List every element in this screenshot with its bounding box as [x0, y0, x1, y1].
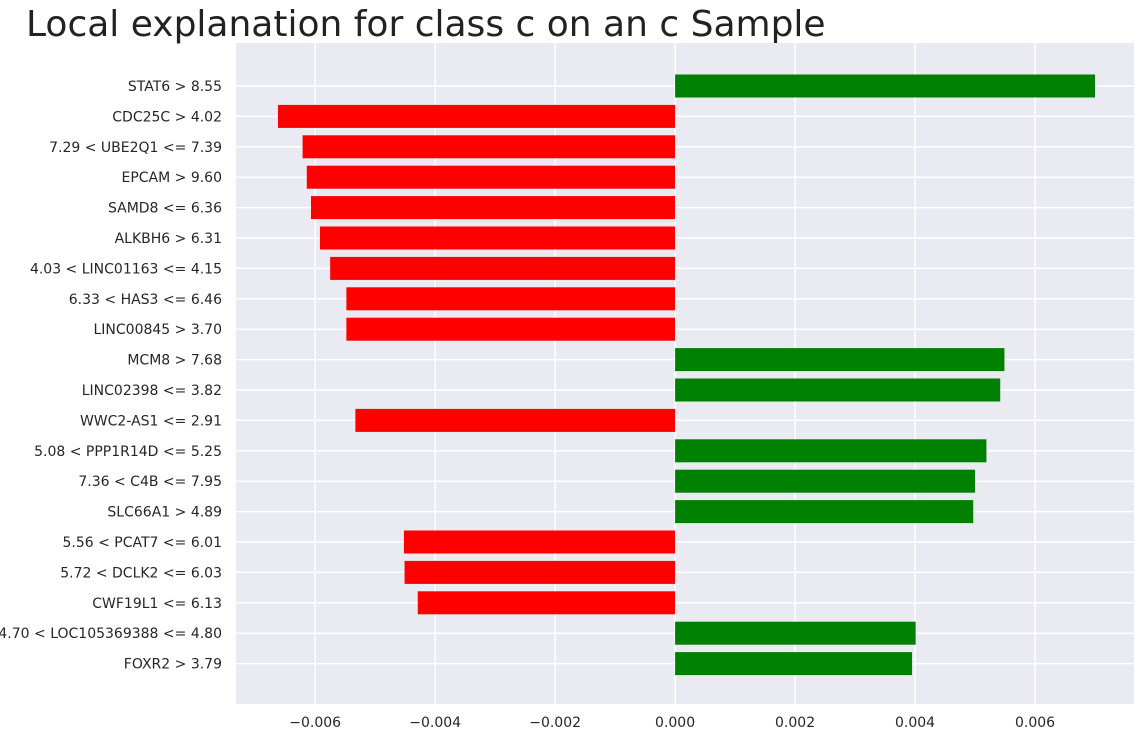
y-tick-label: LINC02398 <= 3.82 — [82, 383, 222, 399]
y-tick-label: SAMD8 <= 6.36 — [108, 201, 222, 217]
y-tick-label: WWC2-AS1 <= 2.91 — [80, 413, 222, 429]
x-tick-label: −0.006 — [289, 715, 341, 731]
y-tick-label: 4.03 < LINC01163 <= 4.15 — [30, 261, 222, 277]
y-tick-label: SLC66A1 > 4.89 — [107, 505, 222, 521]
y-tick-labels: STAT6 > 8.55 CDC25C > 4.02 7.29 < UBE2Q1 <… — [0, 79, 222, 673]
bar — [355, 408, 676, 432]
y-tick-label: 4.70 < LOC105369388 <= 4.80 — [0, 626, 222, 642]
y-tick-label: LINC00845 > 3.70 — [93, 322, 222, 338]
y-tick-label: 5.56 < PCAT7 <= 6.01 — [62, 535, 222, 551]
bar — [675, 469, 976, 493]
bar — [675, 621, 916, 645]
bar — [319, 226, 676, 250]
x-tick-labels: −0.006 −0.004 −0.002 0.000 0.002 0.004 0.006 — [289, 715, 1055, 731]
y-tick-label: CWF19L1 <= 6.13 — [92, 596, 222, 612]
bar — [675, 348, 1005, 372]
bar — [675, 652, 913, 676]
bar — [302, 135, 676, 159]
x-tick-label: 0.002 — [775, 715, 815, 731]
bar — [675, 74, 1096, 98]
y-tick-label: FOXR2 > 3.79 — [124, 657, 222, 673]
x-tick-label: −0.002 — [529, 715, 581, 731]
bar — [675, 439, 987, 463]
bar — [403, 530, 676, 554]
x-tick-label: 0.004 — [895, 715, 935, 731]
bar — [310, 196, 676, 220]
bar — [306, 165, 676, 189]
bar — [675, 378, 1001, 402]
y-tick-label: 7.29 < UBE2Q1 <= 7.39 — [49, 140, 222, 156]
bar — [330, 256, 676, 280]
bar — [404, 560, 676, 584]
y-tick-label: STAT6 > 8.55 — [128, 79, 222, 95]
x-tick-label: −0.004 — [409, 715, 461, 731]
bar — [346, 317, 676, 341]
y-tick-label: CDC25C > 4.02 — [112, 109, 222, 125]
bar — [417, 591, 676, 615]
bar — [277, 104, 676, 128]
x-tick-label: 0.006 — [1015, 715, 1055, 731]
bar — [346, 287, 676, 311]
y-tick-label: 5.72 < DCLK2 <= 6.03 — [60, 565, 222, 581]
bars — [277, 74, 1096, 676]
y-tick-label: 6.33 < HAS3 <= 6.46 — [69, 292, 222, 308]
y-tick-label: 5.08 < PPP1R14D <= 5.25 — [34, 444, 222, 460]
y-tick-label: ALKBH6 > 6.31 — [115, 231, 222, 247]
y-tick-label: MCM8 > 7.68 — [127, 353, 222, 369]
x-tick-label: 0.000 — [655, 715, 695, 731]
chart-title: Local explanation for class c on an c Sa… — [26, 4, 826, 45]
bar — [675, 500, 974, 524]
y-tick-label: 7.36 < C4B <= 7.95 — [78, 474, 222, 490]
y-tick-label: EPCAM > 9.60 — [121, 170, 222, 186]
